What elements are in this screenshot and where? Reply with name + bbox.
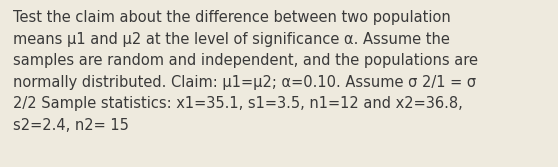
Text: Test the claim about the difference between two population
means μ1 and μ2 at th: Test the claim about the difference betw… [13, 10, 478, 133]
